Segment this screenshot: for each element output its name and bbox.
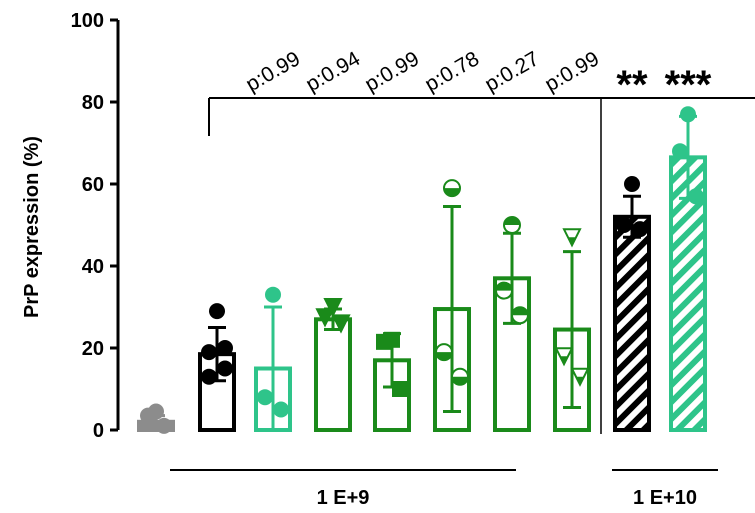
bar-group: [373, 331, 411, 432]
data-point: [331, 314, 351, 334]
group-label: 1 E+9: [317, 487, 370, 509]
data-point: [209, 303, 225, 320]
bar-group: [669, 106, 707, 432]
group-labels: 1 E+9 1 E+10: [170, 469, 718, 509]
y-tick-label: 100: [71, 10, 104, 32]
bar-group: [314, 298, 352, 432]
bar-group: [433, 179, 471, 432]
data-point: [201, 368, 217, 385]
y-ticks: 0 20 40 60 80 100: [71, 10, 118, 442]
data-point: [632, 221, 648, 238]
data-point-half: [560, 356, 568, 365]
data-point: [323, 298, 343, 318]
data-point: [217, 360, 233, 377]
data-point: [201, 344, 217, 361]
data-point: [680, 106, 696, 123]
comparison-brackets: [208, 97, 755, 434]
data-point: [672, 143, 688, 160]
p-value-label: p:0.99: [361, 47, 423, 96]
data-point-half: [444, 188, 460, 197]
data-point: [624, 176, 640, 192]
data-point-half: [436, 352, 452, 361]
p-value-label: p:0.78: [421, 47, 483, 96]
data-point: [265, 286, 281, 303]
p-value-label: p:0.94: [302, 47, 364, 96]
data-point: [376, 333, 392, 350]
significance-stars: **: [616, 63, 648, 107]
data-point: [315, 308, 335, 328]
p-value-label: p:0.99: [541, 47, 603, 96]
p-value-label: p:0.99: [242, 47, 304, 96]
y-tick-label: 0: [93, 420, 104, 442]
y-tick-label: 80: [82, 92, 104, 114]
bar: [314, 317, 352, 432]
bars: [137, 106, 707, 434]
data-point: [156, 417, 172, 434]
data-point: [616, 217, 632, 233]
bar-group: [254, 286, 292, 432]
data-point-half: [576, 376, 584, 385]
data-point-half: [452, 376, 468, 385]
data-point: [257, 389, 273, 406]
y-axis-title: PrP expression (%): [21, 136, 43, 318]
bar-group: [553, 228, 591, 432]
data-point: [273, 401, 289, 418]
group-label: 1 E+10: [633, 487, 697, 509]
data-point-half: [504, 217, 520, 225]
bar: [613, 214, 651, 432]
data-point: [688, 188, 704, 205]
data-point-half: [568, 237, 576, 246]
significance-stars: ***: [665, 63, 712, 107]
bar-group: [613, 176, 651, 432]
p-value-label: p:0.27: [481, 47, 543, 96]
y-tick-label: 20: [82, 338, 104, 360]
bar-group: [137, 403, 175, 434]
data-point: [217, 340, 233, 356]
data-point-half: [496, 282, 512, 291]
bar-group: [493, 216, 531, 432]
data-point: [140, 407, 156, 424]
data-point-half: [512, 307, 528, 316]
bar-group: [198, 303, 236, 432]
y-tick-label: 40: [82, 256, 104, 278]
data-point: [392, 381, 408, 397]
y-tick-label: 60: [82, 174, 104, 196]
